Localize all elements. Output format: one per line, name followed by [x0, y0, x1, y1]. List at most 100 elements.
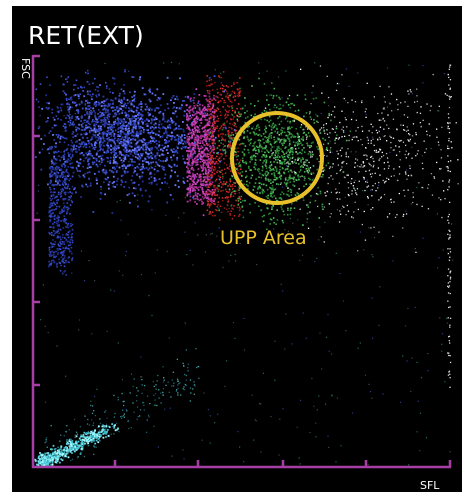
dot	[274, 156, 277, 159]
dot	[323, 124, 325, 126]
dot	[142, 165, 144, 168]
dot	[157, 170, 160, 173]
dot	[364, 111, 366, 113]
dot	[192, 114, 194, 117]
dot	[97, 90, 99, 92]
dot	[94, 142, 97, 144]
dot	[270, 126, 273, 128]
dot	[206, 180, 209, 183]
dot	[200, 166, 203, 169]
dot	[312, 153, 314, 156]
dot	[452, 259, 454, 261]
dot	[63, 123, 66, 125]
dot	[51, 215, 53, 218]
dot	[274, 379, 276, 381]
dot	[66, 106, 69, 108]
dot	[97, 101, 100, 104]
dot	[55, 222, 58, 225]
dot	[71, 148, 74, 151]
dot	[347, 181, 349, 184]
dot	[122, 122, 125, 125]
dot	[117, 106, 119, 109]
dot	[182, 177, 185, 179]
dot	[221, 148, 224, 151]
dot	[210, 83, 212, 85]
dot	[202, 126, 205, 129]
dot	[37, 100, 40, 103]
dot	[287, 154, 290, 156]
dot	[202, 167, 204, 170]
dot	[139, 154, 141, 157]
dot	[246, 175, 248, 177]
dot	[231, 183, 234, 186]
dot	[271, 208, 273, 211]
dot	[53, 221, 56, 224]
dot	[236, 159, 238, 161]
dot	[243, 153, 246, 156]
dot	[280, 133, 283, 136]
dot	[119, 152, 121, 155]
dot	[218, 166, 221, 169]
dot	[74, 187, 76, 189]
dot	[340, 445, 342, 447]
dot	[249, 161, 251, 163]
dot	[94, 89, 97, 91]
dot	[80, 196, 82, 198]
dot	[93, 130, 95, 133]
dot	[186, 124, 188, 126]
dot	[248, 144, 251, 146]
dot	[57, 228, 60, 231]
dot	[57, 215, 59, 217]
dot	[134, 94, 136, 96]
dot	[76, 116, 79, 118]
dot	[215, 95, 217, 98]
dot	[60, 156, 63, 159]
dot	[102, 171, 105, 174]
dot	[96, 139, 98, 142]
dot	[273, 195, 276, 197]
dot	[160, 136, 163, 138]
dot	[232, 188, 234, 190]
dot	[60, 192, 62, 195]
dot	[206, 177, 209, 180]
dot	[190, 150, 193, 152]
dot	[255, 127, 258, 129]
dot	[156, 106, 158, 109]
dot	[58, 205, 61, 208]
dot	[363, 249, 365, 251]
dot	[139, 126, 142, 128]
dot	[202, 197, 205, 200]
dot	[156, 99, 159, 101]
dot	[236, 118, 239, 121]
dot	[322, 137, 324, 140]
dot	[373, 144, 375, 146]
dot	[315, 192, 318, 195]
dot	[56, 180, 59, 183]
dot	[383, 107, 385, 109]
dot	[371, 397, 373, 399]
dot	[338, 137, 340, 139]
dot	[82, 137, 84, 139]
dot	[245, 162, 248, 165]
dot	[124, 129, 127, 132]
dot	[166, 159, 168, 161]
dot	[148, 98, 151, 101]
dot	[40, 168, 43, 171]
dot	[158, 120, 161, 122]
dot	[163, 127, 166, 129]
dot	[153, 123, 155, 126]
dot	[103, 116, 106, 119]
dot	[234, 94, 236, 97]
dot	[290, 191, 292, 193]
dot	[67, 152, 70, 154]
dot	[222, 127, 225, 129]
dot	[111, 106, 114, 109]
dot	[84, 122, 86, 124]
dot	[207, 198, 210, 200]
dot	[106, 130, 109, 133]
dot	[62, 251, 65, 254]
dot	[277, 145, 280, 148]
dot	[135, 118, 137, 120]
dot	[70, 195, 72, 197]
dot	[123, 128, 125, 130]
